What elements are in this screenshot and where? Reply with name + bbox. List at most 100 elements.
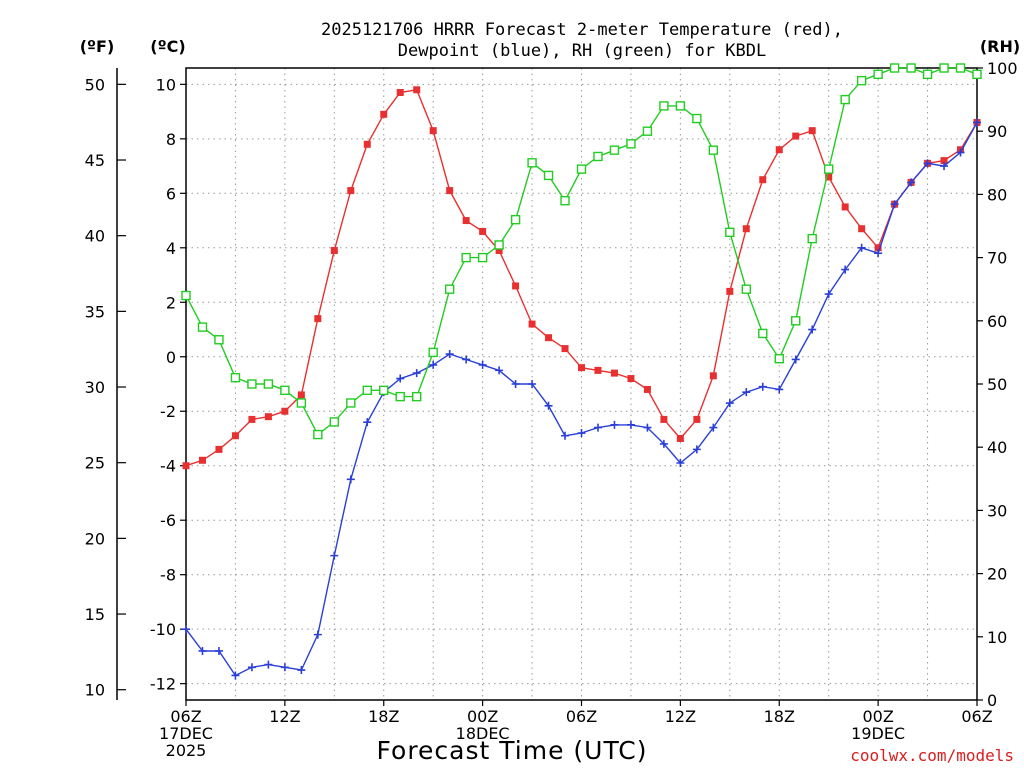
- rh-point: [758, 328, 768, 339]
- 2-meter-temperature-point: [643, 385, 651, 393]
- rh-point: [412, 391, 422, 402]
- 2-meter-temperature-point: [808, 127, 816, 135]
- celsius-tick-label: 4: [166, 239, 176, 258]
- rh-point: [955, 63, 966, 73]
- rh-tick-label: 80: [987, 185, 1007, 204]
- rh-point: [576, 164, 587, 174]
- dewpoint-point: [857, 243, 866, 252]
- rh-point: [972, 69, 982, 80]
- rh-point: [922, 69, 933, 80]
- rh-point: [230, 372, 241, 383]
- rh-point: [313, 429, 323, 440]
- rh-tick-label: 70: [987, 249, 1007, 268]
- rh-point: [263, 379, 274, 389]
- rh-point: [906, 63, 916, 73]
- 2-meter-temperature-point: [396, 89, 404, 97]
- 2-meter-temperature-point: [330, 247, 338, 255]
- x-tick-label: 2025: [166, 741, 207, 760]
- rh-point: [807, 233, 817, 244]
- dewpoint-point: [412, 369, 421, 378]
- dewpoint-point: [610, 420, 619, 429]
- dewpoint-point: [478, 360, 487, 369]
- dewpoint-point: [445, 350, 454, 359]
- dewpoint-point: [544, 401, 553, 410]
- dewpoint-point: [808, 325, 817, 334]
- rh-tick-label: 60: [987, 312, 1007, 331]
- dewpoint-point: [643, 423, 652, 432]
- dewpoint-point: [396, 374, 405, 383]
- rh-point: [840, 94, 850, 105]
- dewpoint-point: [182, 625, 190, 634]
- fahrenheit-tick-label: 20: [85, 529, 105, 548]
- 2-meter-temperature-point: [858, 225, 866, 233]
- rh-point: [428, 347, 438, 358]
- dewpoint-point: [528, 380, 537, 388]
- rh-point: [444, 284, 455, 294]
- dewpoint-point: [791, 355, 800, 364]
- rh-point: [675, 101, 686, 111]
- rh-point: [461, 252, 471, 263]
- rh-point: [543, 170, 554, 181]
- x-axis-title: Forecast Time (UTC): [377, 736, 648, 765]
- x-tick-label: 18Z: [764, 707, 795, 726]
- axis-layer: -12-10-8-6-4-202468101015202530354045500…: [85, 59, 1018, 760]
- rh-point: [725, 227, 735, 238]
- fahrenheit-tick-label: 15: [85, 605, 105, 624]
- 2-meter-temperature-point: [594, 366, 602, 374]
- rh-point: [494, 240, 504, 250]
- 2-meter-temperature-point: [742, 225, 750, 233]
- x-tick-label: 06Z: [170, 707, 201, 726]
- rh-point: [362, 385, 372, 396]
- fahrenheit-unit-label: (ºF): [80, 37, 115, 56]
- dewpoint-point: [659, 439, 668, 448]
- rh-point: [939, 63, 949, 73]
- dewpoint-point: [676, 459, 685, 467]
- dewpoint-point: [297, 666, 306, 675]
- 2-meter-temperature-point: [627, 375, 635, 383]
- fahrenheit-tick-label: 40: [85, 227, 105, 246]
- x-tick-label: 00Z: [862, 707, 893, 726]
- credit-label: coolwx.com/models: [850, 746, 1014, 765]
- 2-meter-temperature-point: [610, 369, 618, 377]
- 2-meter-temperature-point: [281, 407, 289, 415]
- dewpoint-point: [561, 431, 570, 440]
- 2-meter-temperature-point: [940, 157, 948, 165]
- dewpoint-point: [214, 646, 223, 655]
- rh-tick-label: 10: [987, 628, 1007, 647]
- 2-meter-temperature-point: [874, 244, 882, 252]
- 2-meter-temperature-point: [314, 315, 322, 323]
- fahrenheit-tick-label: 50: [85, 75, 105, 94]
- rh-point: [708, 145, 719, 155]
- 2-meter-temperature-point: [429, 127, 437, 135]
- 2-meter-temperature-point: [709, 372, 717, 380]
- dewpoint-point: [709, 423, 718, 432]
- 2-meter-temperature-point: [413, 86, 421, 94]
- 2-meter-temperature-point: [446, 187, 454, 195]
- 2-meter-temperature-point: [479, 227, 487, 235]
- x-tick-label: 00Z: [467, 707, 498, 726]
- dewpoint-point: [462, 355, 471, 364]
- rh-point: [214, 335, 224, 345]
- 2-meter-temperature-point: [825, 173, 833, 181]
- dewpoint-point: [692, 445, 701, 454]
- fahrenheit-tick-label: 30: [85, 378, 105, 397]
- rh-point: [346, 398, 356, 408]
- celsius-tick-label: 10: [156, 75, 176, 94]
- rh-point: [510, 214, 521, 225]
- 2-meter-temperature-point: [380, 110, 388, 118]
- dewpoint-point: [775, 385, 784, 394]
- rh-tick-label: 100: [987, 59, 1018, 78]
- rh-point: [247, 379, 257, 389]
- x-tick-label: 17DEC: [159, 724, 213, 743]
- rh-point: [856, 75, 867, 86]
- rh-point: [791, 316, 801, 326]
- rh-point: [181, 290, 191, 301]
- dewpoint-point: [577, 429, 586, 438]
- rh-point: [642, 126, 653, 136]
- x-tick-label: 12Z: [269, 707, 300, 726]
- dewpoint-point: [841, 265, 850, 274]
- x-tick-label: 18Z: [368, 707, 399, 726]
- dewpoint-point: [824, 290, 833, 299]
- 2-meter-temperature-point: [215, 445, 223, 453]
